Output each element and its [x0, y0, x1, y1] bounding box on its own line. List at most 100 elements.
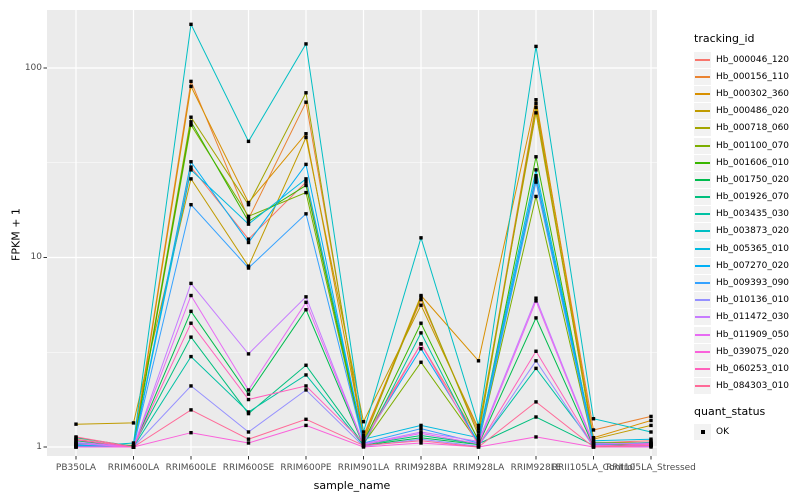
data-point: [246, 222, 251, 226]
data-point: [534, 155, 538, 159]
legend-line-swatch: [695, 385, 710, 388]
x-tick-label: PB350LA: [55, 463, 97, 473]
data-point: [476, 423, 481, 428]
x-tick-label: RRIM600SE: [222, 463, 275, 473]
legend-key-box: [694, 275, 711, 292]
data-point: [591, 445, 596, 449]
data-point: [131, 421, 136, 425]
data-point: [189, 177, 193, 181]
legend-entry-Hb_001606_010: Hb_001606_010: [694, 154, 798, 171]
legend-key-box: [694, 51, 711, 68]
y-tick-label: 1: [36, 441, 42, 452]
legend-entry-Hb_003435_030: Hb_003435_030: [694, 206, 798, 223]
legend-entry-Hb_084303_010: Hb_084303_010: [694, 378, 798, 395]
data-point: [534, 349, 538, 353]
data-point: [534, 316, 538, 320]
data-point: [189, 165, 193, 169]
data-point: [246, 219, 251, 224]
data-point: [246, 266, 251, 270]
legend-entry-quant-ok: OK: [694, 424, 798, 441]
legend-line-swatch: [695, 367, 710, 370]
legend-line-swatch: [695, 127, 710, 130]
legend-key-box: [694, 120, 711, 137]
data-point: [419, 360, 423, 364]
data-point: [189, 309, 193, 314]
data-point: [304, 183, 308, 188]
legend-entry-Hb_001750_020: Hb_001750_020: [694, 171, 798, 188]
legend-entry-label: Hb_003873_020: [716, 226, 790, 237]
legend-entry-label: Hb_001100_070: [716, 140, 790, 151]
legend-entry-label: OK: [716, 427, 729, 438]
data-point: [476, 445, 481, 449]
data-point: [246, 264, 251, 268]
data-point: [304, 388, 308, 392]
legend-entries: Hb_000046_120 Hb_000156_110 Hb_000302_360 H…: [694, 51, 798, 395]
data-point: [304, 363, 308, 367]
legend-entry-label: Hb_000046_120: [716, 54, 790, 65]
legend-line-swatch: [695, 144, 710, 147]
data-point: [476, 426, 481, 431]
x-axis-title: sample_name: [313, 479, 391, 492]
data-point: [534, 194, 538, 199]
legend-title-tracking-id: tracking_id: [694, 32, 755, 45]
data-point: [189, 120, 193, 124]
data-point: [419, 236, 423, 240]
legend-key-box: [694, 378, 711, 395]
legend-key-box: [694, 189, 711, 206]
legend-line-swatch: [695, 58, 710, 61]
legend-line-swatch: [695, 333, 710, 336]
data-point: [246, 202, 251, 207]
data-point: [419, 295, 423, 299]
data-point: [534, 435, 538, 439]
legend-line-swatch: [695, 350, 710, 353]
legend-entry-Hb_039075_020: Hb_039075_020: [694, 343, 798, 360]
legend-title-quant-status: quant_status: [694, 404, 766, 418]
data-point: [534, 296, 538, 300]
legend-entry-Hb_001100_070: Hb_001100_070: [694, 137, 798, 154]
data-point: [189, 408, 193, 412]
legend-entry-Hb_000718_060: Hb_000718_060: [694, 120, 798, 137]
data-point: [649, 443, 653, 448]
legend-entry-Hb_010136_010: Hb_010136_010: [694, 292, 798, 309]
data-point: [246, 352, 251, 356]
data-point: [246, 441, 251, 445]
data-point: [246, 437, 251, 441]
data-point: [131, 445, 136, 449]
data-point: [189, 335, 193, 339]
legend-entry-label: Hb_000302_360: [716, 88, 790, 99]
legend-line-swatch: [695, 299, 710, 302]
legend-entry-Hb_009393_090: Hb_009393_090: [694, 274, 798, 292]
data-point: [361, 433, 366, 438]
legend-entry-Hb_011472_030: Hb_011472_030: [694, 309, 798, 326]
legend-entry-label: Hb_005365_010: [716, 243, 790, 254]
legend-entry-Hb_011909_050: Hb_011909_050: [694, 326, 798, 343]
data-point: [246, 410, 251, 414]
data-point: [419, 303, 423, 307]
data-point: [304, 308, 308, 312]
data-point: [189, 321, 193, 325]
y-tick-label: 100: [24, 62, 42, 73]
data-point: [304, 42, 308, 46]
data-point: [649, 414, 653, 419]
data-point: [591, 428, 596, 432]
data-point: [131, 441, 136, 445]
legend-key-box: [694, 137, 711, 154]
data-point: [649, 430, 653, 434]
legend-entry-label: Hb_001750_020: [716, 174, 790, 185]
data-point: [534, 168, 538, 172]
x-tick-label: RRIM600LE: [165, 463, 217, 473]
data-point: [304, 177, 308, 181]
data-point: [304, 295, 308, 299]
legend-entry-Hb_000156_110: Hb_000156_110: [694, 68, 798, 85]
data-point: [189, 168, 193, 172]
data-point: [189, 22, 193, 27]
legend-entry-Hb_001926_070: Hb_001926_070: [694, 189, 798, 206]
data-point: [649, 423, 653, 428]
data-point: [361, 430, 366, 434]
legend-entry-label: Hb_000486_020: [716, 106, 790, 117]
data-point: [74, 442, 78, 446]
data-point: [534, 299, 538, 303]
data-point: [476, 359, 481, 363]
